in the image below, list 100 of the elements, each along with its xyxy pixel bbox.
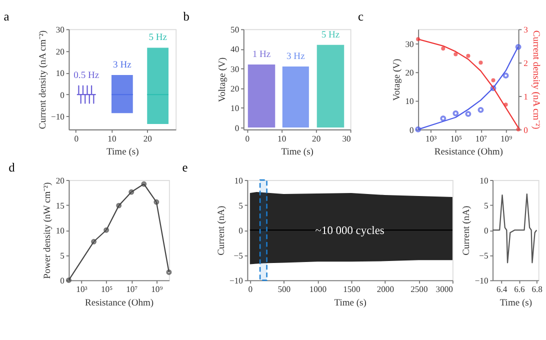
y-tick-label: 10: [480, 175, 488, 186]
x-tick-label: 10⁷: [475, 133, 487, 144]
y-axis-title: Current (nA): [461, 206, 472, 256]
y-tick-label: 5: [238, 200, 243, 210]
chart-title: b: [183, 10, 190, 24]
y-tick-label: −10: [51, 112, 64, 122]
point: [440, 116, 446, 122]
chart-title: e: [182, 160, 188, 174]
series-label: 3 Hz: [286, 50, 305, 62]
y-tick-label: 0: [410, 124, 414, 135]
point: [466, 54, 470, 58]
y-tick-label: 20: [230, 83, 240, 94]
x-tick-label: 10⁷: [126, 284, 138, 294]
x-axis-title: Time (s): [334, 298, 366, 309]
text: 5 Hz: [148, 32, 167, 44]
y2-tick-label: 2: [524, 58, 528, 68]
y-tick-label: 30: [56, 24, 64, 35]
y-tick-label: 30: [230, 64, 240, 74]
y-tick-label: −5: [234, 250, 243, 261]
y-tick-label: 10: [230, 103, 240, 114]
point: [116, 202, 122, 208]
y2-axis-title: Current density (nA cm⁻²): [530, 30, 542, 130]
point: [104, 227, 110, 233]
chart-title: a: [4, 10, 10, 24]
x-tick-label: 3000: [436, 284, 453, 294]
y-tick-label: 0: [60, 276, 64, 286]
series-label: 1 Hz: [252, 48, 271, 60]
y-axis-title: Votage (V): [391, 58, 402, 101]
y-tick-label: 10: [56, 68, 64, 78]
annotation: ~10 000 cycles: [315, 224, 385, 237]
point: [441, 46, 446, 51]
x-tick-label: 10: [278, 133, 286, 144]
y-tick-label: 5: [60, 250, 64, 261]
y2-tick-label: 1: [524, 91, 528, 102]
y-tick-label: 5: [484, 200, 488, 210]
y2-tick-label: 3: [524, 24, 528, 35]
chart-title: d: [8, 160, 16, 174]
point: [141, 181, 147, 187]
x-axis-title: Time (s): [500, 298, 532, 309]
point: [478, 60, 483, 65]
x-tick-label: 0: [245, 133, 250, 144]
x-tick-label: 0: [248, 284, 253, 294]
y-axis-title: Current (nA): [216, 206, 227, 256]
y-tick-label: 10: [56, 225, 64, 236]
y-tick-label: 20: [56, 46, 64, 56]
point: [491, 78, 496, 82]
x-tick-label: 20: [143, 133, 152, 144]
x-axis-title: Resistance (Ohm): [85, 298, 154, 309]
x-axis-title: Resistance (Ohm): [434, 146, 503, 158]
point: [478, 106, 484, 113]
y-axis-title: Current density (nA cm⁻²): [37, 30, 48, 130]
y-tick-label: −10: [474, 276, 488, 286]
x-tick-label: 10³: [426, 133, 438, 144]
y-tick-label: 0: [484, 225, 488, 236]
x-tick-label: 10⁹: [500, 133, 512, 144]
y-tick-label: 0: [60, 90, 64, 100]
text: 3 Hz: [113, 59, 132, 70]
x-tick-label: 10⁵: [450, 133, 462, 144]
x-tick-label: 10: [108, 133, 116, 144]
point: [452, 110, 459, 116]
x-tick-label: 1500: [343, 284, 360, 294]
y-tick-label: 10: [405, 96, 414, 106]
y-tick-label: 20: [405, 67, 414, 78]
x-axis-title: Time (s): [281, 146, 314, 158]
y-tick-label: 10: [234, 175, 243, 186]
x-tick-label: 500: [278, 284, 291, 294]
chart-title: c: [358, 10, 364, 24]
y-tick-label: 30: [405, 38, 414, 49]
y-tick-label: −10: [230, 276, 243, 286]
x-tick-label: 10³: [76, 284, 88, 294]
x-tick-label: 6.4: [496, 284, 508, 294]
y-tick-label: 20: [56, 175, 64, 186]
y-axis-title: Power density (nW cm⁻²): [42, 182, 54, 279]
point: [502, 72, 509, 79]
y2-tick-label: 0: [524, 124, 528, 135]
y-tick-label: 15: [56, 200, 64, 210]
y-tick-label: −5: [479, 250, 488, 261]
point: [128, 189, 134, 195]
x-tick-label: 0: [74, 133, 78, 144]
x-tick-label: 30: [342, 133, 351, 144]
x-tick-label: 10⁹: [151, 284, 163, 294]
x-tick-label: 6.8: [532, 284, 542, 294]
point: [154, 199, 160, 205]
x-tick-label: 2000: [376, 284, 394, 294]
x-tick-label: 1000: [309, 284, 326, 294]
y-tick-label: 0: [238, 225, 243, 236]
line-series: [492, 193, 538, 264]
x-tick-label: 2500: [410, 284, 428, 294]
series-label: 0.5 Hz: [74, 70, 100, 82]
point: [454, 52, 458, 56]
y-axis-title: Voltage (V): [216, 57, 228, 102]
point: [465, 110, 472, 117]
y-tick-label: 0: [234, 122, 240, 133]
x-tick-label: 6.6: [514, 284, 526, 294]
x-tick-label: 10⁵: [101, 284, 113, 294]
series-label: 5 Hz: [321, 29, 340, 40]
x-axis-title: Time (s): [106, 146, 139, 158]
y-tick-label: 40: [230, 44, 240, 54]
y-tick-label: 50: [230, 24, 240, 35]
point: [490, 85, 496, 92]
